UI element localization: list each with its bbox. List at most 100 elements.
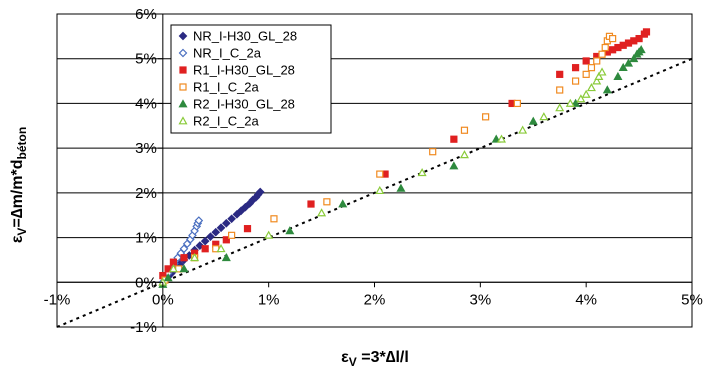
data-point-4-3 [221,252,231,262]
legend-marker-0 [178,31,188,41]
data-point-5-9 [496,134,507,143]
data-point-3-8 [429,148,437,156]
data-point-2-9 [307,200,315,208]
data-point-2-14 [571,64,580,72]
data-point-4-9 [528,116,538,125]
y-tick-label-4: 3% [135,140,157,157]
data-point-5-6 [375,185,385,195]
data-point-0-13 [216,223,226,233]
legend: NR_I-H30_GL_28 NR_I_C_2a R1_I-H30_GL_28 R1_… [170,24,332,134]
data-point-5-16 [586,83,596,92]
data-point-3-16 [593,57,601,65]
data-point-4-15 [629,53,639,63]
legend-items: NR_I-H30_GL_28 NR_I_C_2a R1_I-H30_GL_28 R1_… [178,29,297,129]
legend-marker-2 [179,66,187,74]
data-point-4-8 [491,134,501,143]
x-tick-label-5: 4% [575,291,597,308]
data-point-5-2 [190,252,200,262]
x-tick-label-2: 1% [258,291,280,308]
data-point-3-6 [323,198,331,206]
series-3 [161,32,617,284]
series-5 [158,67,607,286]
data-point-5-14 [576,94,586,103]
data-point-3-14 [582,70,590,78]
y-tick-label-6: 5% [135,51,157,68]
series-4 [158,45,646,288]
data-point-3-17 [598,50,606,58]
y-tick-label-5: 4% [135,95,157,112]
data-point-4-5 [338,199,348,208]
data-point-4-7 [449,161,459,170]
legend-label-3: R1_I_C_2a [193,80,260,95]
data-point-5-5 [317,208,327,217]
data-point-0-15 [227,214,236,224]
legend-marker-1 [178,48,188,58]
y-tick-label-3: 2% [135,185,157,202]
data-point-5-1 [168,264,178,273]
data-point-4-11 [602,85,612,94]
data-point-5-17 [592,76,602,85]
data-point-2-15 [582,57,590,65]
data-point-3-13 [571,77,580,85]
y-tick-label-0: -1% [130,319,157,336]
data-point-5-4 [264,230,274,239]
data-point-0-11 [206,232,215,242]
y-axis-title-mid: =∆m/m*d [9,160,26,228]
data-point-4-6 [396,183,406,192]
data-point-3-11 [513,99,521,108]
data-point-3-21 [609,34,617,43]
legend-marker-4 [178,99,188,108]
y-axis-title-sub2: béton [15,127,29,160]
data-point-4-14 [623,58,634,67]
plot-frame [56,13,693,328]
data-point-5-3 [216,244,226,253]
data-point-3-9 [460,126,469,134]
y-tick-label-1: 0% [135,274,157,291]
x-tick-label-4: 3% [469,291,491,308]
data-point-4-18 [636,45,646,54]
data-point-2-7 [222,236,230,244]
data-point-4-4 [285,226,295,235]
x-tick-label-6: 5% [681,291,703,308]
data-point-0-12 [211,227,221,237]
data-point-3-4 [228,231,236,239]
data-point-2-25 [642,28,651,36]
legend-label-2: R1_I-H30_GL_28 [193,63,295,78]
legend-box [170,24,332,134]
data-point-5-11 [539,112,549,121]
data-point-5-10 [518,125,528,134]
data-point-5-8 [459,150,469,159]
data-point-4-10 [571,98,581,107]
data-point-4-12 [613,71,623,81]
legend-label-4: R2_I-H30_GL_28 [193,97,295,112]
data-point-4-2 [179,264,189,273]
y-axis-title-sub: V [15,228,29,236]
legend-label-0: NR_I-H30_GL_28 [193,29,297,44]
data-point-1-7 [179,244,189,254]
data-point-5-19 [597,67,607,76]
data-point-3-10 [482,113,490,121]
data-point-0-14 [221,218,231,228]
data-point-4-13 [618,62,628,72]
y-tick-label-7: 6% [135,6,157,23]
data-point-2-8 [243,225,252,233]
y-axis-title-main: ε [9,235,26,243]
x-tick-label-3: 2% [364,291,386,308]
data-point-2-23 [635,34,643,43]
data-point-5-12 [555,103,565,112]
data-point-2-13 [556,70,564,78]
legend-marker-5 [178,116,188,125]
legend-label-1: NR_I_C_2a [193,46,262,61]
x-tick-label-0: -1% [44,291,71,308]
data-point-5-7 [417,168,427,177]
data-point-2-11 [450,135,458,143]
x-axis-title-sub: V [349,355,357,369]
data-point-0-10 [200,236,210,246]
data-point-5-18 [594,71,604,81]
data-point-3-18 [601,43,609,52]
x-tick-label-1: 0% [152,291,174,308]
y-tick-label-2: 1% [135,230,157,247]
data-point-0-23 [255,187,265,197]
data-point-2-5 [201,245,209,253]
